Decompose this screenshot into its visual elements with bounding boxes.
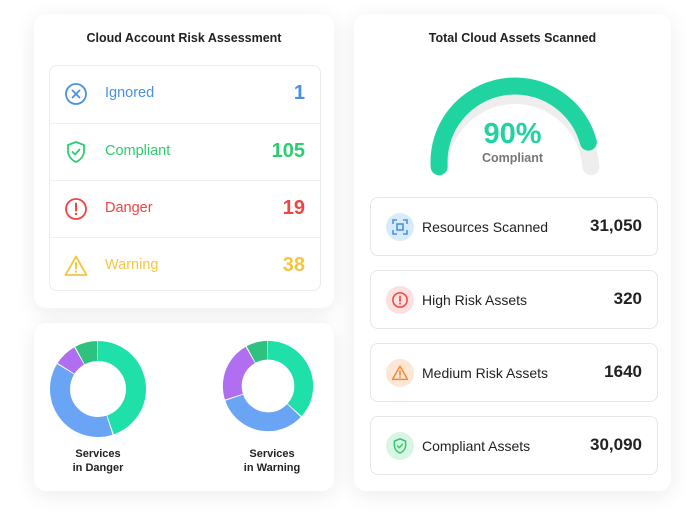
cloud-assets-title: Total Cloud Assets Scanned bbox=[428, 31, 597, 45]
danger-donut-segment-1[interactable] bbox=[50, 341, 146, 437]
services-warning-label: Services in Warning bbox=[217, 447, 327, 475]
risk-value-ignored: 1 bbox=[293, 82, 305, 104]
asset-label-high-risk: High Risk Assets bbox=[422, 292, 528, 308]
asset-row-compliant[interactable]: Compliant Assets 30,090 bbox=[370, 416, 658, 475]
risk-label-compliant: Compliant bbox=[105, 143, 171, 159]
exclamation-circle-icon bbox=[386, 286, 414, 314]
asset-label-resources-scanned: Resources Scanned bbox=[422, 219, 549, 235]
risk-assessment-card: Cloud Account Risk Assessment Ignored 1 … bbox=[34, 14, 334, 308]
services-danger-label-line1: Services bbox=[75, 448, 121, 460]
risk-value-danger: 19 bbox=[282, 197, 305, 219]
asset-row-medium-risk[interactable]: Medium Risk Assets 1640 bbox=[370, 343, 658, 402]
risk-row-compliant[interactable]: Compliant 105 bbox=[50, 123, 320, 180]
asset-value-high-risk: 320 bbox=[613, 289, 642, 308]
scan-icon bbox=[386, 213, 414, 241]
services-danger-label-line2: in Danger bbox=[72, 462, 124, 474]
x-circle-icon bbox=[65, 83, 87, 105]
risk-row-ignored[interactable]: Ignored 1 bbox=[50, 66, 320, 123]
warning-triangle-icon bbox=[64, 255, 88, 276]
shield-check-icon bbox=[67, 141, 85, 163]
danger-donut-segment-0[interactable] bbox=[50, 341, 146, 437]
compliance-gauge bbox=[430, 77, 600, 176]
warning-donut-segment-2[interactable] bbox=[222, 340, 314, 432]
services-warning-donut[interactable] bbox=[221, 339, 315, 433]
risk-row-danger[interactable]: Danger 19 bbox=[50, 180, 320, 237]
risk-label-danger: Danger bbox=[105, 200, 153, 216]
asset-value-medium-risk: 1640 bbox=[604, 362, 642, 381]
risk-row-warning[interactable]: Warning 38 bbox=[50, 237, 320, 294]
gauge-label: Compliant bbox=[481, 151, 544, 165]
services-danger-label: Services in Danger bbox=[43, 447, 153, 475]
asset-value-compliant: 30,090 bbox=[590, 435, 642, 454]
risk-value-warning: 38 bbox=[282, 254, 305, 276]
risk-label-ignored: Ignored bbox=[105, 85, 155, 101]
risk-list: Ignored 1 Compliant 105 Danger 19 bbox=[49, 65, 321, 291]
warning-triangle-icon bbox=[386, 359, 414, 387]
gauge-percent: 90% bbox=[483, 118, 542, 150]
warning-donut-segment-1[interactable] bbox=[222, 340, 314, 432]
asset-row-resources-scanned[interactable]: Resources Scanned 31,050 bbox=[370, 197, 658, 256]
asset-label-compliant: Compliant Assets bbox=[422, 438, 531, 454]
asset-label-medium-risk: Medium Risk Assets bbox=[422, 365, 549, 381]
exclamation-circle-icon bbox=[65, 198, 87, 220]
asset-row-high-risk[interactable]: High Risk Assets 320 bbox=[370, 270, 658, 329]
services-warning-label-line1: Services bbox=[249, 448, 295, 460]
gauge-fill bbox=[430, 77, 597, 176]
cloud-assets-card: Total Cloud Assets Scanned 90% Compliant… bbox=[354, 14, 671, 491]
risk-assessment-title: Cloud Account Risk Assessment bbox=[86, 31, 282, 45]
services-card: Services in Danger Services in Warning bbox=[34, 323, 334, 491]
risk-value-compliant: 105 bbox=[271, 140, 305, 162]
shield-check-icon bbox=[386, 432, 414, 460]
services-warning-label-line2: in Warning bbox=[243, 462, 301, 474]
services-danger-donut[interactable] bbox=[48, 339, 148, 439]
asset-value-resources-scanned: 31,050 bbox=[590, 216, 642, 235]
warning-donut-segment-0[interactable] bbox=[222, 340, 314, 432]
risk-label-warning: Warning bbox=[105, 257, 159, 273]
